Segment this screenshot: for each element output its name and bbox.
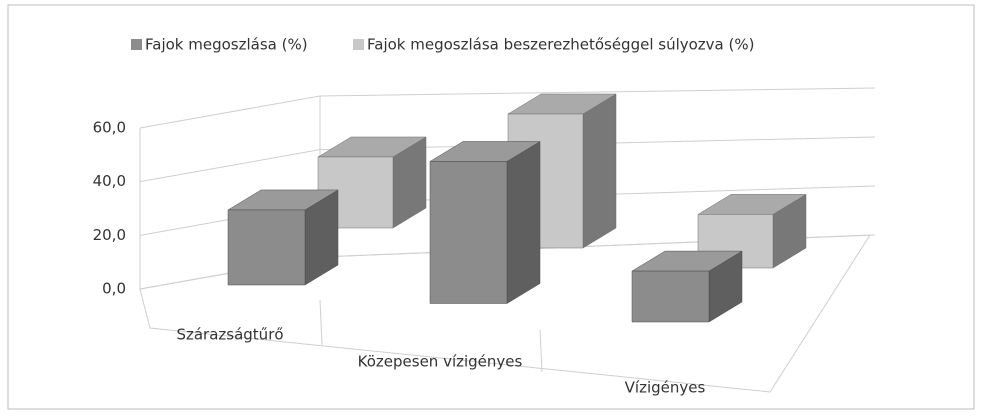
legend-swatch bbox=[353, 39, 364, 50]
legend-label: Fajok megoszlása (%) bbox=[145, 36, 308, 54]
y-tick-label: 40,0 bbox=[93, 172, 126, 190]
bar bbox=[429, 141, 541, 304]
floor-divider bbox=[319, 299, 323, 346]
y-tick-label: 20,0 bbox=[93, 226, 126, 244]
y-tick-label: 0,0 bbox=[102, 280, 126, 298]
y-tick-label: 60,0 bbox=[93, 119, 126, 137]
bar-front bbox=[227, 209, 306, 286]
legend-swatch bbox=[131, 39, 142, 50]
grid-line bbox=[139, 136, 876, 183]
floor-divider bbox=[539, 329, 543, 373]
bar-front bbox=[631, 270, 710, 323]
bar bbox=[227, 189, 339, 286]
bar bbox=[631, 250, 743, 323]
bar-side bbox=[582, 93, 617, 249]
x-tick-label: Közepesen vízigényes bbox=[358, 353, 523, 371]
bar-side bbox=[506, 141, 541, 304]
legend-label: Fajok megoszlása beszerezhetőséggel súly… bbox=[367, 36, 754, 54]
bar-front bbox=[429, 161, 508, 304]
x-tick-label: Vízigényes bbox=[625, 379, 706, 397]
grid-line bbox=[139, 87, 876, 129]
x-tick-label: Szárazságtűrő bbox=[176, 326, 283, 344]
